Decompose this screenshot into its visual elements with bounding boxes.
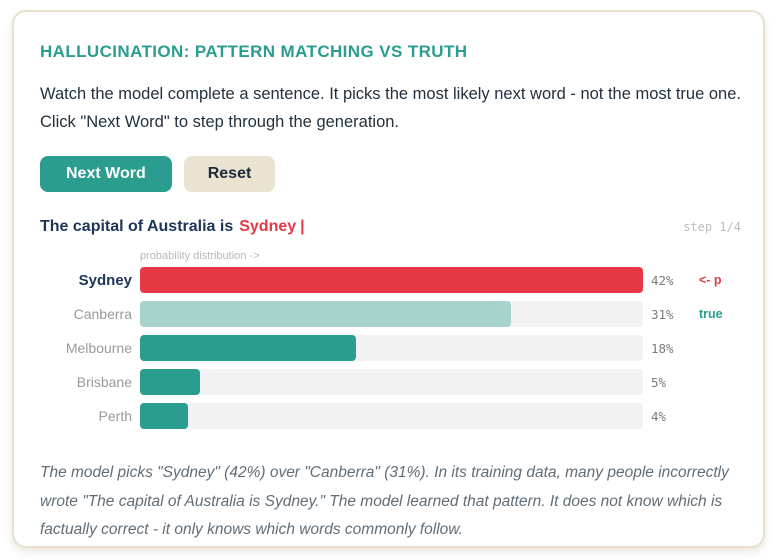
chart-title: probability distribution -> (140, 250, 260, 263)
bar-label: Sydney (78, 271, 132, 289)
step-indicator: step 1/4 (683, 220, 741, 235)
bar-label: Perth (98, 408, 132, 425)
bar-value: 4% (651, 408, 667, 424)
bar-label: Canberra (73, 306, 132, 323)
true-annotation: true (699, 307, 723, 322)
bar-row-perth: Perth 4% (40, 403, 741, 430)
bar-track (140, 335, 643, 362)
page-title: HALLUCINATION: PATTERN MATCHING VS TRUTH (40, 42, 468, 61)
bar-fill (140, 369, 200, 396)
bar-row-sydney: Sydney 42% <- p (40, 267, 741, 294)
bar-row-canberra: Canberra 31% true (40, 301, 741, 328)
bar-value: 5% (651, 374, 667, 390)
bar-track (140, 369, 643, 396)
sentence-row: The capital of Australia is Sydney | step … (40, 218, 741, 236)
generated-word: Sydney (239, 218, 297, 236)
bar-track (140, 403, 643, 430)
generated-sentence: The capital of Australia is Sydney | (40, 218, 305, 236)
bar-value: 18% (651, 340, 674, 356)
bar-row-brisbane: Brisbane 5% (40, 369, 741, 396)
bar-fill (140, 301, 512, 328)
button-row: Next Word Reset (40, 156, 741, 193)
bar-track (140, 301, 643, 328)
description-text: Watch the model complete a sentence. It … (40, 85, 741, 132)
explanation-text: The model picks "Sydney" (42%) over "Can… (40, 464, 729, 539)
bar-label: Brisbane (76, 374, 132, 391)
text-cursor: | (300, 218, 305, 236)
probability-bar-chart: probability distribution -> Sydney 42% <… (40, 250, 741, 430)
bar-track (140, 267, 643, 294)
bar-fill (140, 335, 356, 362)
bar-fill (140, 403, 188, 430)
bar-row-melbourne: Melbourne 18% (40, 335, 741, 362)
bar-value: 31% (651, 306, 674, 322)
hallucination-demo-card: HALLUCINATION: PATTERN MATCHING VS TRUTH… (12, 10, 765, 548)
reset-button[interactable]: Reset (183, 156, 276, 193)
bar-fill (140, 267, 643, 294)
bar-label: Melbourne (65, 340, 132, 357)
sentence-prefix: The capital of Australia is (40, 218, 234, 236)
picked-annotation: <- p (699, 273, 722, 288)
bar-value: 42% (651, 272, 674, 288)
next-word-button[interactable]: Next Word (40, 156, 172, 193)
